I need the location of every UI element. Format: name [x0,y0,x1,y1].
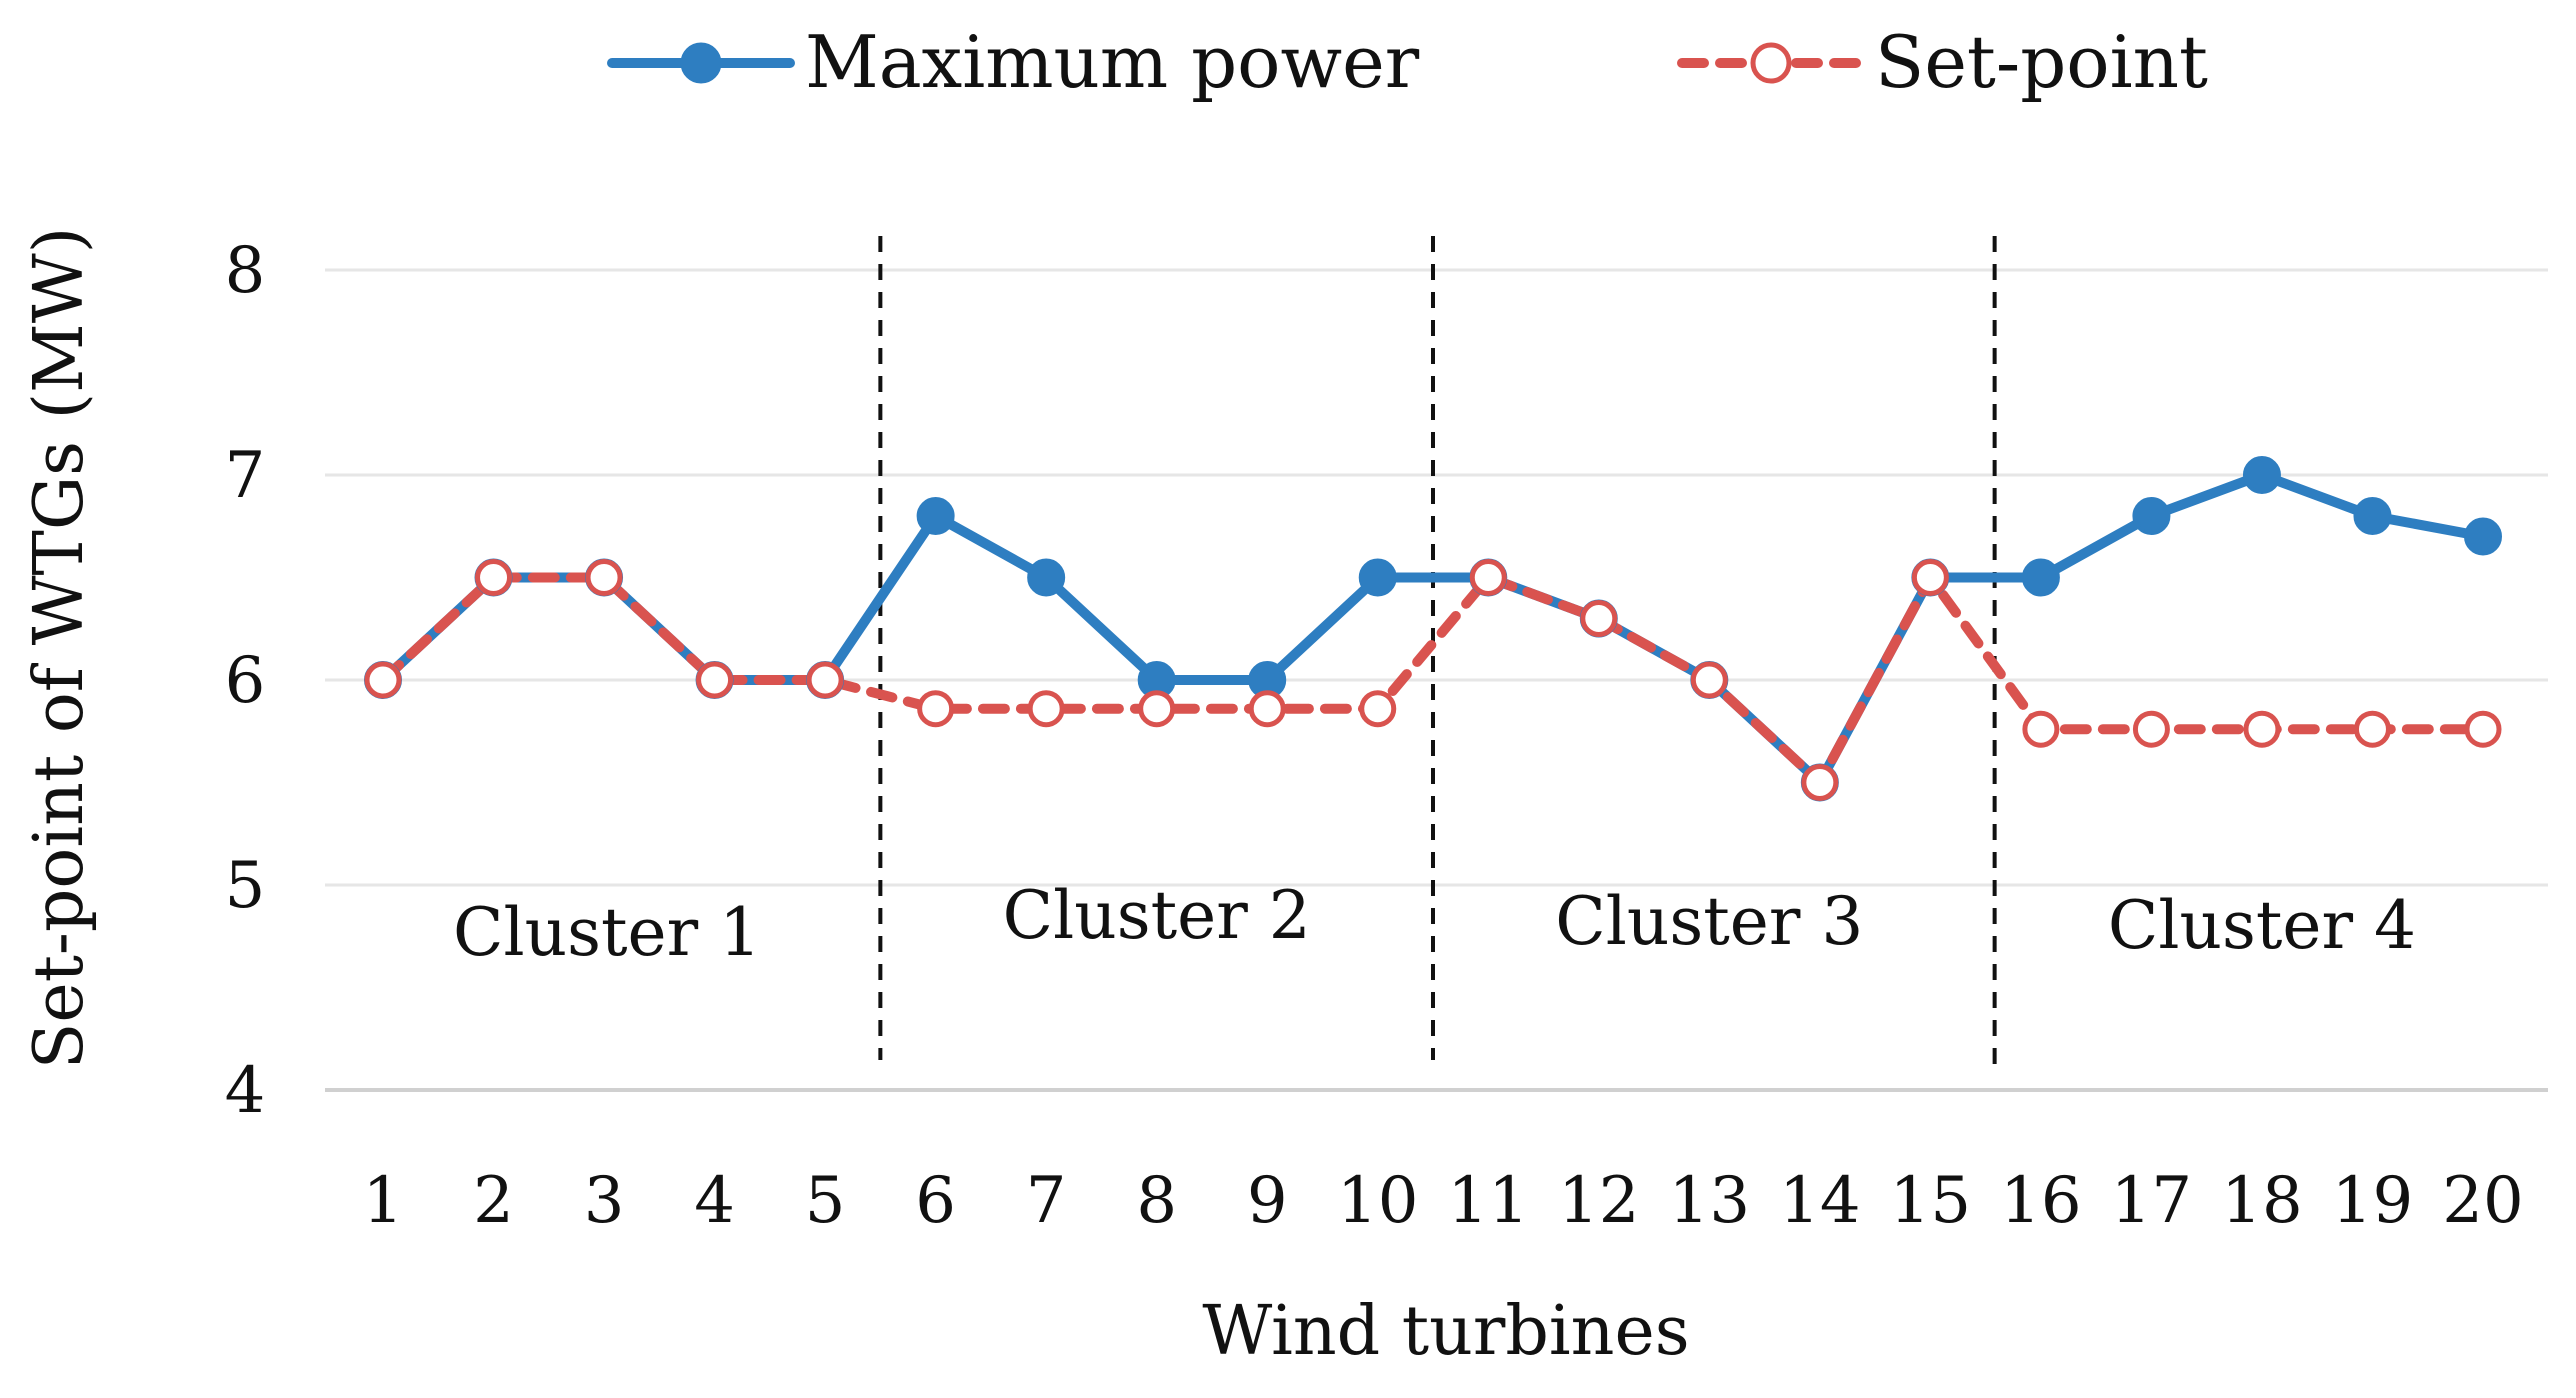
legend-layer: Maximum power Set-point [607,20,2208,104]
y-axis-title: Set-point of WTGs (MW) [20,227,99,1069]
data-point-maximum-power [2132,497,2171,535]
x-tick-label: 13 [1669,1164,1750,1238]
data-point-set-point [1359,690,1397,728]
data-point-set-point [2022,710,2060,748]
x-tick-label: 14 [1779,1164,1860,1238]
y-tick-label: 5 [225,849,266,923]
data-point-maximum-power [916,497,955,535]
data-point-set-point [1911,559,1949,596]
grid-layer [325,268,2548,1092]
x-tick-label: 9 [1247,1164,1288,1238]
data-point-set-point [1469,559,1507,596]
x-tick-label: 16 [2000,1164,2081,1238]
x-tick-label: 12 [1558,1164,1639,1238]
x-tick-label: 1 [363,1164,404,1238]
y-tick-label: 8 [225,234,266,308]
data-point-set-point [475,559,513,596]
y-tick-label: 7 [225,439,266,513]
data-point-set-point [806,661,844,699]
data-point-set-point [2353,710,2391,748]
x-tick-label: 18 [2221,1164,2302,1238]
cluster-label: Cluster 3 [1555,883,1863,960]
cluster-label: Cluster 2 [1003,877,1311,954]
x-tick-label: 11 [1448,1164,1529,1238]
x-tick-label: 5 [805,1164,846,1238]
data-point-maximum-power [2242,456,2281,494]
cluster-label: Cluster 4 [2108,887,2416,964]
x-axis-title: Wind turbines [1202,1292,1689,1371]
x-tick-label: 15 [1890,1164,1971,1238]
data-point-maximum-power [1027,558,1066,597]
data-point-set-point [2464,710,2502,748]
y-tick-label: 4 [225,1054,266,1128]
cluster-label: Cluster 1 [453,894,761,971]
data-point-maximum-power [1358,558,1397,597]
legend-marker-maximum-power [680,42,722,84]
legend-label-set-point: Set-point [1875,20,2208,104]
data-point-maximum-power [2021,558,2060,597]
x-tick-label: 8 [1136,1164,1177,1238]
data-point-set-point [1580,600,1618,637]
x-tick-label: 19 [2332,1164,2413,1238]
x-tick-label: 2 [473,1164,514,1238]
x-tick-label: 20 [2442,1164,2523,1238]
data-point-set-point [1801,764,1839,801]
data-point-set-point [696,661,734,699]
data-point-set-point [1690,661,1728,699]
data-point-set-point [364,661,402,699]
data-point-maximum-power [2464,517,2502,556]
legend-label-maximum-power: Maximum power [805,20,1420,104]
data-point-set-point [1138,690,1176,728]
data-point-set-point [917,690,955,728]
data-point-set-point [585,559,623,596]
x-tick-label: 3 [584,1164,625,1238]
series-layer [364,456,2502,802]
data-point-set-point [1027,690,1065,728]
x-tick-label: 10 [1337,1164,1418,1238]
data-point-set-point [2132,710,2170,748]
data-point-set-point [2243,710,2281,748]
data-point-set-point [1248,690,1286,728]
y-tick-label: 6 [225,644,266,718]
data-point-maximum-power [2353,497,2392,535]
x-tick-label: 6 [915,1164,956,1238]
x-tick-label: 7 [1026,1164,1067,1238]
legend-marker-set-point [1750,42,1792,84]
divider-layer: Cluster 1 Cluster 2 Cluster 3 Cluster 4 [453,236,2416,1070]
x-tick-label: 17 [2111,1164,2192,1238]
x-tick-label: 4 [694,1164,735,1238]
